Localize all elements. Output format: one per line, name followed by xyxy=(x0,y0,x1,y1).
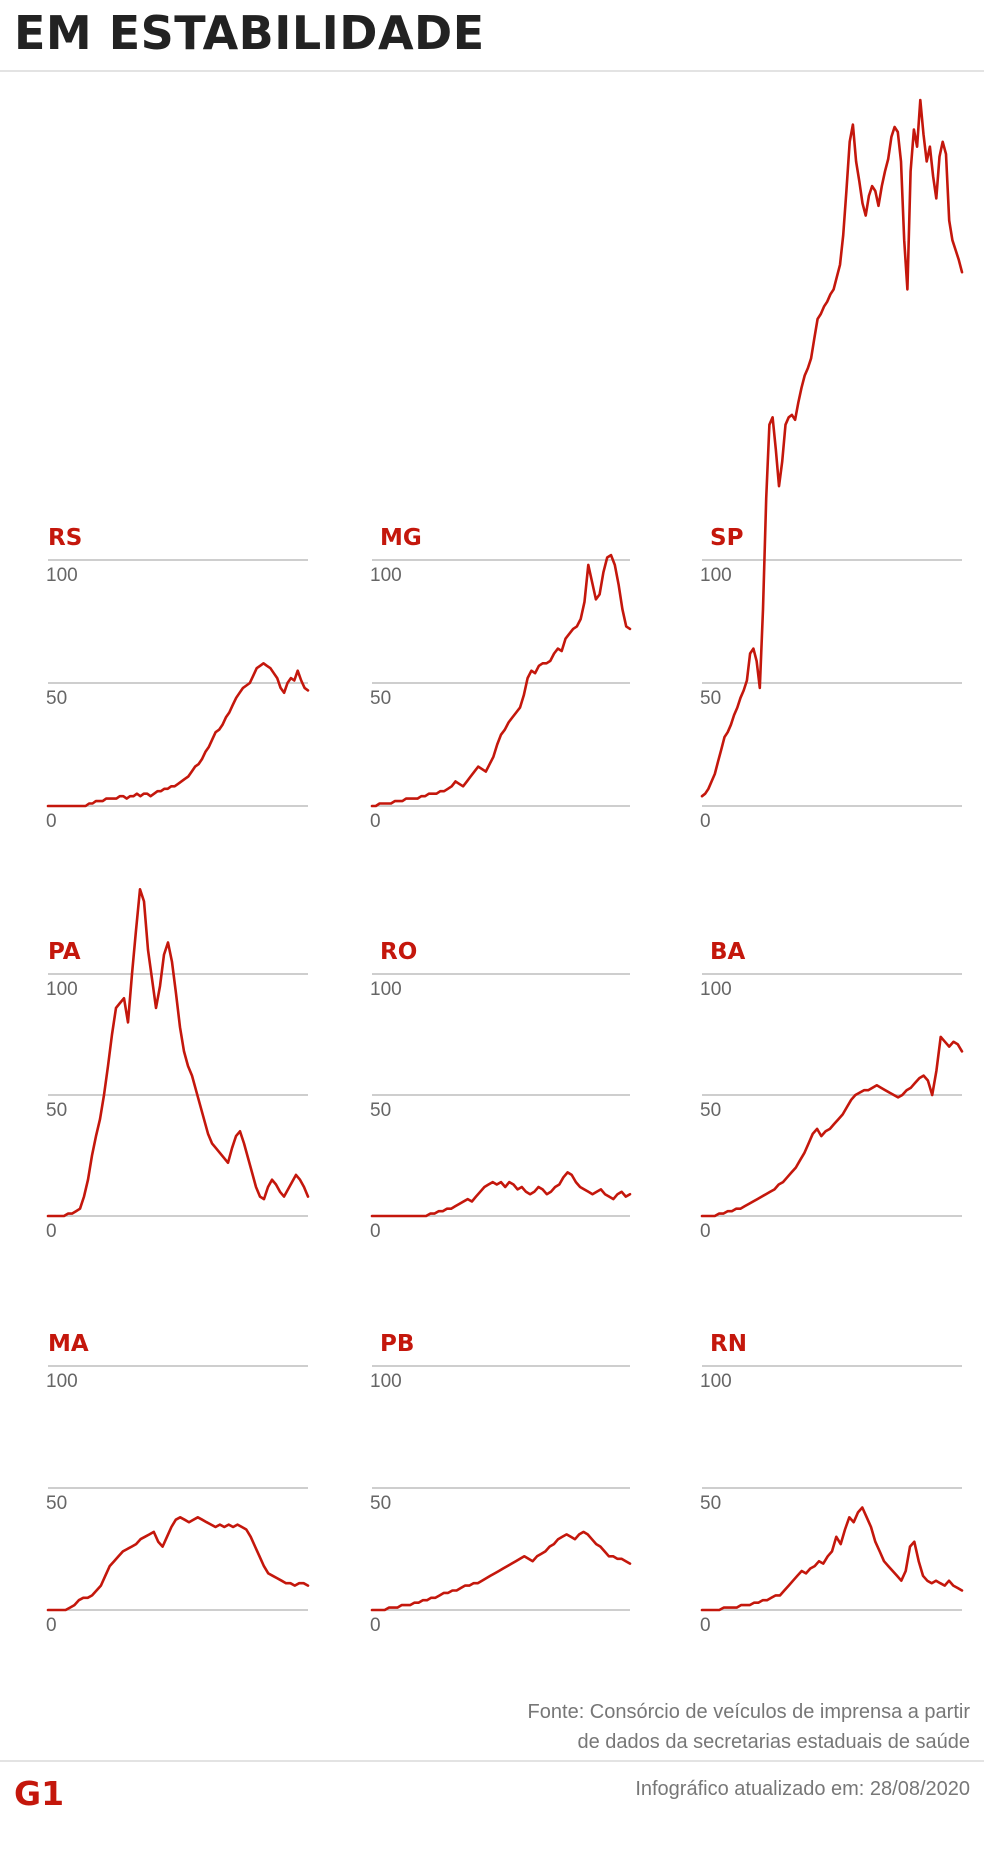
tick-label-50-ba: 50 xyxy=(700,1100,721,1121)
series-line-rs xyxy=(46,661,310,808)
tick-label-50-rn: 50 xyxy=(700,1493,721,1514)
chart-label-ma: MA xyxy=(48,1331,89,1357)
page-title: EM ESTABILIDADE xyxy=(14,6,485,60)
chart-label-rs: RS xyxy=(48,525,82,551)
tick-label-0-rs: 0 xyxy=(46,811,57,832)
series-line-ro xyxy=(370,1171,632,1218)
chart-label-sp: SP xyxy=(710,525,743,551)
tick-label-100-mg: 100 xyxy=(370,565,402,586)
tick-label-50-ma: 50 xyxy=(46,1493,67,1514)
update-date: Infográfico atualizado em: 28/08/2020 xyxy=(635,1778,970,1800)
series-line-pb xyxy=(370,1530,632,1612)
tick-label-50-pb: 50 xyxy=(370,1493,391,1514)
chart-label-ba: BA xyxy=(710,939,746,965)
tick-label-100-pa: 100 xyxy=(46,979,78,1000)
header-divider xyxy=(0,70,984,72)
tick-label-100-ma: 100 xyxy=(46,1371,78,1392)
series-line-pa xyxy=(46,887,310,1218)
chart-label-ro: RO xyxy=(380,939,417,965)
source-note: Fonte: Consórcio de veículos de imprensa… xyxy=(528,1697,970,1757)
source-line-2: de dados da secretarias estaduais de saú… xyxy=(577,1731,971,1753)
footer-divider xyxy=(0,1760,984,1762)
chart-label-mg: MG xyxy=(380,525,422,551)
tick-label-100-rn: 100 xyxy=(700,1371,732,1392)
series-line-rn xyxy=(700,1506,964,1612)
tick-label-100-rs: 100 xyxy=(46,565,78,586)
tick-label-50-sp: 50 xyxy=(700,688,721,709)
source-line-1: Fonte: Consórcio de veículos de imprensa… xyxy=(527,1701,970,1723)
tick-label-0-pa: 0 xyxy=(46,1221,57,1242)
tick-label-100-pb: 100 xyxy=(370,1371,402,1392)
tick-label-50-rs: 50 xyxy=(46,688,67,709)
tick-label-0-sp: 0 xyxy=(700,811,711,832)
tick-label-0-rn: 0 xyxy=(700,1615,711,1636)
series-line-ma xyxy=(46,1516,310,1612)
g1-logo: G1 xyxy=(14,1774,64,1812)
chart-label-pb: PB xyxy=(380,1331,414,1357)
tick-label-50-ro: 50 xyxy=(370,1100,391,1121)
chart-label-pa: PA xyxy=(48,939,81,965)
chart-label-rn: RN xyxy=(710,1331,747,1357)
series-line-mg xyxy=(370,553,632,808)
tick-label-0-ro: 0 xyxy=(370,1221,381,1242)
tick-label-100-sp: 100 xyxy=(700,565,732,586)
series-line-sp xyxy=(700,98,964,798)
tick-label-50-pa: 50 xyxy=(46,1100,67,1121)
series-line-ba xyxy=(700,1035,964,1218)
tick-label-0-ba: 0 xyxy=(700,1221,711,1242)
tick-label-100-ro: 100 xyxy=(370,979,402,1000)
tick-label-0-ma: 0 xyxy=(46,1615,57,1636)
tick-label-100-ba: 100 xyxy=(700,979,732,1000)
tick-label-50-mg: 50 xyxy=(370,688,391,709)
logo-text: G1 xyxy=(14,1774,64,1812)
tick-label-0-mg: 0 xyxy=(370,811,381,832)
tick-label-0-pb: 0 xyxy=(370,1615,381,1636)
